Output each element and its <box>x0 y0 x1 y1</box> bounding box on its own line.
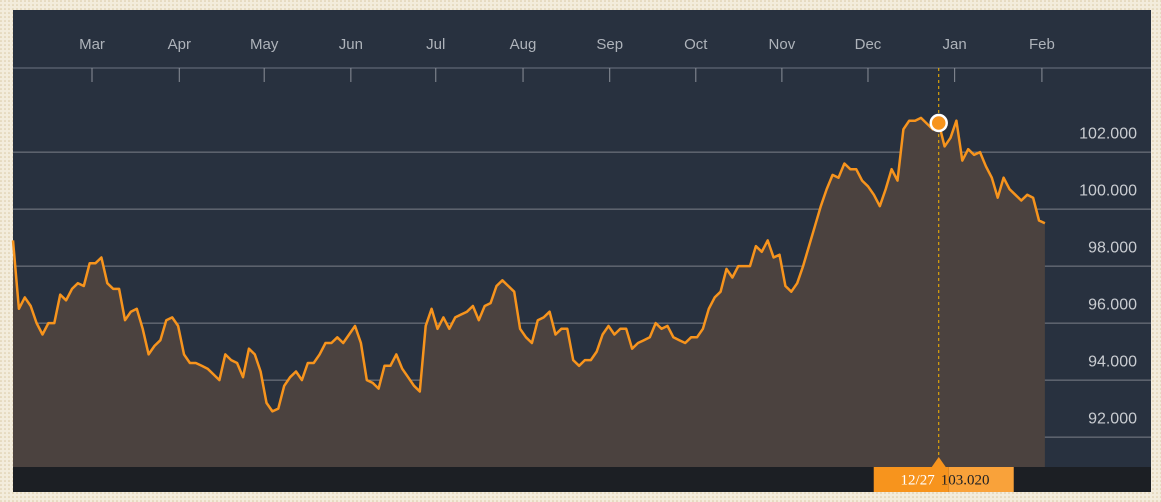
x-tick-label: Jul <box>426 36 445 53</box>
x-tick-label: Dec <box>855 36 882 53</box>
line <box>11 116 1046 413</box>
x-tick-label: Jan <box>943 36 967 53</box>
y-tick-label: 92.000 <box>1088 410 1137 427</box>
y-tick-label: 96.000 <box>1088 296 1137 313</box>
x-tick-label: May <box>250 36 279 53</box>
x-tick-label: Apr <box>168 36 191 53</box>
x-tick-label: Aug <box>510 36 537 53</box>
tracker-pointer <box>931 457 946 467</box>
area <box>13 117 1045 468</box>
x-tick-label: Sep <box>596 36 623 53</box>
x-tick-label: Mar <box>79 36 105 53</box>
tracker-date: 12/27 <box>901 472 936 488</box>
y-tick-label: 102.000 <box>1079 125 1137 142</box>
y-tick-label: 98.000 <box>1088 239 1137 256</box>
tracker-dot <box>929 113 948 133</box>
x-tick-label: Nov <box>769 36 796 53</box>
tracker-value: 103.020 <box>941 472 990 488</box>
y-tick-label: 94.000 <box>1088 353 1137 370</box>
x-tick-label: Feb <box>1029 36 1055 53</box>
y-tick-label: 100.000 <box>1079 182 1137 199</box>
tracker-box <box>873 467 949 492</box>
x-tick-label: Oct <box>684 36 708 53</box>
tracker-box <box>948 467 1014 492</box>
x-tick-label: Jun <box>339 36 363 53</box>
